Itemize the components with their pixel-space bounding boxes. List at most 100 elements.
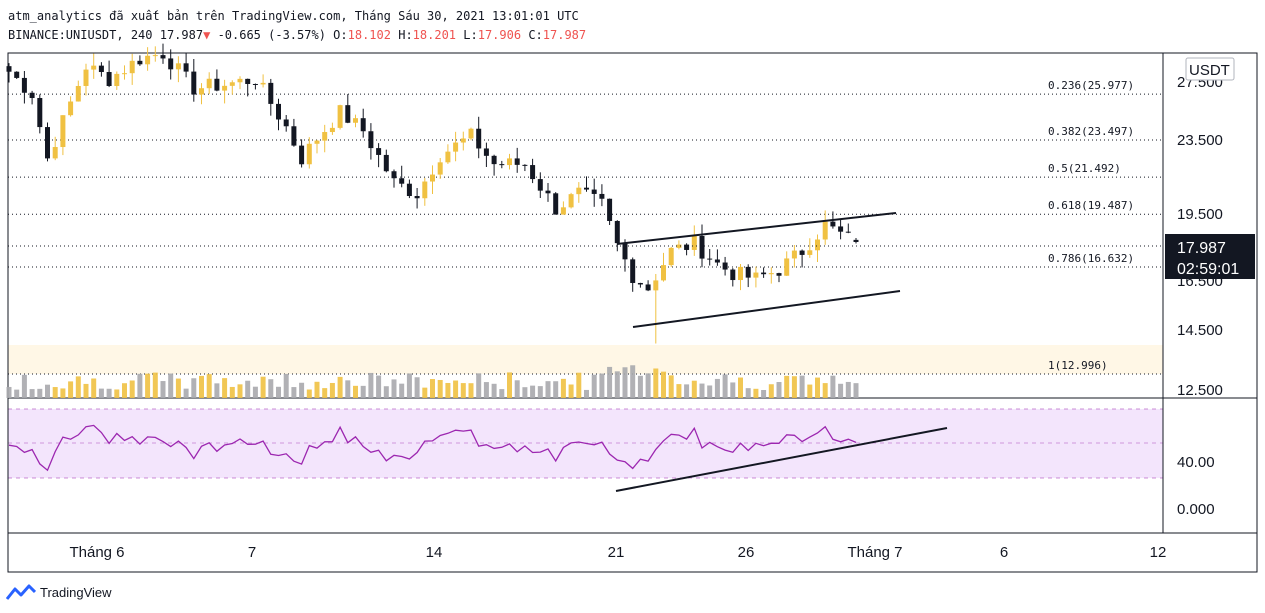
candle-body <box>838 226 844 232</box>
candle-body <box>822 221 828 240</box>
rsi-series <box>8 424 857 472</box>
volume-bar <box>245 380 251 398</box>
price-axis[interactable]: 27.500 23.500 19.500 16.500 14.500 12.50… <box>1165 57 1255 399</box>
volume-bar <box>507 372 512 398</box>
candlesticks <box>6 43 859 344</box>
time-tick: 26 <box>738 544 755 561</box>
volume-bar <box>6 386 12 398</box>
volume-bar <box>206 374 212 398</box>
volume-bar <box>199 375 204 398</box>
volume-bar <box>745 388 751 398</box>
volume-bar <box>784 375 790 398</box>
fib-level-label: 0.382(23.497) <box>1048 125 1134 138</box>
volume-bar <box>560 378 566 398</box>
currency-badge[interactable] <box>1185 57 1235 81</box>
low-value: 17.906 <box>477 28 522 42</box>
volume-bar <box>584 389 589 398</box>
candle-body <box>322 132 328 141</box>
candle-body <box>815 239 820 251</box>
candle-body <box>283 119 289 127</box>
fib-retracement[interactable]: 0.236(25.977) 0.382(23.497) 0.5(21.492) 0.6… <box>8 79 1163 375</box>
time-tick: Tháng 7 <box>847 544 902 561</box>
volume-bar <box>37 388 43 398</box>
volume-bar <box>553 381 559 398</box>
volume-bar <box>122 383 127 398</box>
volume-bar <box>691 380 697 398</box>
fib-zone-bg <box>8 345 1163 374</box>
candle-body <box>152 55 158 57</box>
candle-body <box>191 71 197 95</box>
volume-bar <box>229 386 235 398</box>
candle-body <box>406 183 412 197</box>
tradingview-logo[interactable]: TradingView <box>6 584 112 600</box>
candle-body <box>137 60 143 65</box>
volume-bar <box>537 386 543 398</box>
candle-body <box>722 262 728 270</box>
volume-bar <box>145 373 151 398</box>
candle-body <box>168 58 174 70</box>
volume-bar <box>75 376 81 398</box>
volume-bar <box>607 366 613 398</box>
last-price-value: 17.987 <box>159 28 204 42</box>
volume-bar <box>276 386 281 398</box>
rsi-tick: 0.000 <box>1177 501 1215 518</box>
candle-body <box>68 101 74 116</box>
volume-bar <box>168 373 174 398</box>
rsi-tick: 40.00 <box>1177 454 1215 471</box>
candle-body <box>260 82 266 85</box>
candle-body <box>337 105 343 128</box>
candle-body <box>691 236 697 250</box>
volume-bar <box>137 373 143 398</box>
candle-body <box>738 266 743 281</box>
candle-body <box>145 55 151 65</box>
channel-lower-trendline[interactable] <box>632 290 901 328</box>
channel-upper-trendline[interactable] <box>616 212 897 245</box>
volume-bar <box>21 374 27 398</box>
candle-body <box>599 193 605 199</box>
candle-body <box>291 126 297 146</box>
candle-body <box>591 189 597 194</box>
candle-body <box>214 78 220 91</box>
candle-body <box>745 266 751 278</box>
volume-bar <box>653 368 659 398</box>
volume-bar <box>291 387 297 398</box>
candle-body <box>661 265 666 281</box>
candle-body <box>537 179 543 191</box>
candle-body <box>75 85 81 102</box>
volume-bar <box>753 388 759 398</box>
volume-bar <box>183 388 189 398</box>
volume-bar <box>399 383 405 398</box>
rsi-trendline[interactable] <box>615 427 948 492</box>
price-tick: 23.500 <box>1177 132 1223 149</box>
candle-body <box>129 60 135 74</box>
candle-body <box>98 65 104 73</box>
low-label: L: <box>463 28 478 42</box>
candle-body <box>476 128 482 149</box>
volume-bar <box>630 365 636 398</box>
volume-bar <box>252 386 258 398</box>
volume-bar <box>576 372 582 398</box>
candle-body <box>376 148 382 155</box>
volume-bar <box>799 375 805 398</box>
volume-bar <box>668 375 674 398</box>
candle-body <box>430 174 435 182</box>
volume-bar <box>314 381 320 398</box>
candle-body <box>45 127 50 159</box>
volume-bar <box>83 383 89 398</box>
volume-bar <box>460 383 466 398</box>
fib-level-label: 0.786(16.632) <box>1048 252 1134 265</box>
time-axis[interactable]: Tháng 6 7 14 21 26 Tháng 7 6 12 <box>69 544 1166 561</box>
candle-body <box>530 165 536 180</box>
volume-bar <box>353 385 358 398</box>
candle-body <box>491 155 497 165</box>
volume-bar <box>322 388 328 398</box>
candle-body <box>368 131 374 149</box>
candle-body <box>237 78 243 83</box>
candle-body <box>83 69 89 86</box>
down-arrow-icon: ▼ <box>203 28 211 42</box>
change-value: -0.665 (-3.57%) <box>217 28 326 42</box>
volume-bar <box>114 389 120 398</box>
candle-body <box>699 236 705 259</box>
candle-body <box>730 269 736 281</box>
